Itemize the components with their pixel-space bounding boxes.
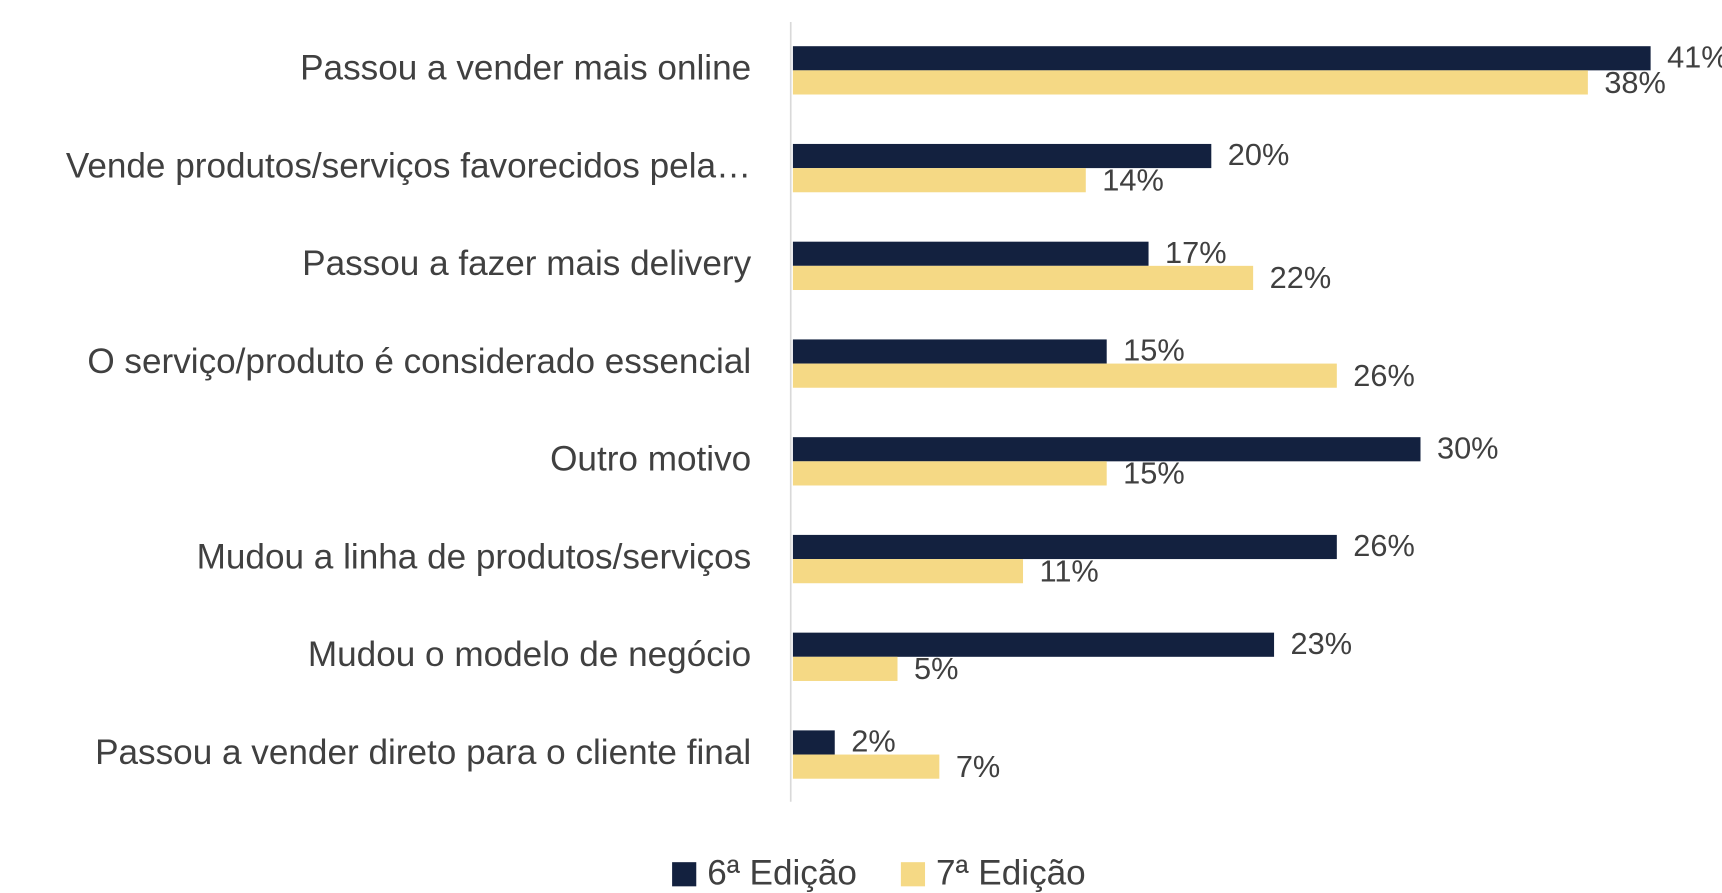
bar bbox=[792, 461, 1107, 486]
category-label: Mudou a linha de produtos/serviços bbox=[197, 537, 752, 576]
value-label: 15% bbox=[1123, 333, 1185, 368]
value-label: 14% bbox=[1102, 163, 1164, 198]
bar bbox=[792, 241, 1149, 266]
value-label: 7% bbox=[956, 749, 1000, 784]
bar bbox=[792, 534, 1337, 560]
bar bbox=[792, 143, 1212, 169]
value-label: 26% bbox=[1353, 528, 1415, 563]
value-label: 15% bbox=[1123, 456, 1185, 491]
legend-label: 7ª Edição bbox=[936, 854, 1086, 893]
bar bbox=[792, 632, 1275, 657]
category-label: Mudou o modelo de negócio bbox=[308, 635, 751, 674]
value-label: 38% bbox=[1604, 65, 1666, 100]
category-label: Passou a vender direto para o cliente fi… bbox=[95, 733, 751, 772]
value-label: 26% bbox=[1353, 358, 1415, 393]
bar bbox=[792, 168, 1086, 193]
bar bbox=[792, 730, 835, 755]
category-label: Outro motivo bbox=[550, 440, 751, 479]
value-label: 5% bbox=[914, 651, 958, 686]
value-label: 11% bbox=[1040, 553, 1099, 588]
value-label: 41% bbox=[1667, 40, 1722, 75]
category-label: Passou a fazer mais delivery bbox=[302, 244, 751, 283]
legend-swatch bbox=[672, 862, 697, 887]
bar bbox=[792, 559, 1024, 584]
bar bbox=[792, 754, 940, 779]
value-label: 22% bbox=[1270, 260, 1332, 295]
bar bbox=[792, 339, 1107, 364]
legend-swatch bbox=[900, 862, 926, 887]
bar bbox=[792, 656, 898, 681]
value-label: 20% bbox=[1228, 137, 1290, 172]
category-label: O serviço/produto é considerado essencia… bbox=[87, 342, 751, 381]
value-label: 2% bbox=[851, 724, 895, 759]
bar bbox=[792, 46, 1651, 71]
bar bbox=[792, 70, 1588, 95]
bar bbox=[792, 363, 1337, 388]
value-label: 17% bbox=[1165, 235, 1227, 270]
value-label: 23% bbox=[1291, 626, 1353, 661]
value-label: 30% bbox=[1437, 430, 1499, 465]
category-label: Passou a vender mais online bbox=[300, 49, 751, 88]
bar bbox=[792, 437, 1421, 462]
bar bbox=[792, 265, 1254, 291]
category-label: Vende produtos/serviços favorecidos pela… bbox=[66, 146, 751, 185]
legend-label: 6ª Edição bbox=[707, 854, 857, 893]
